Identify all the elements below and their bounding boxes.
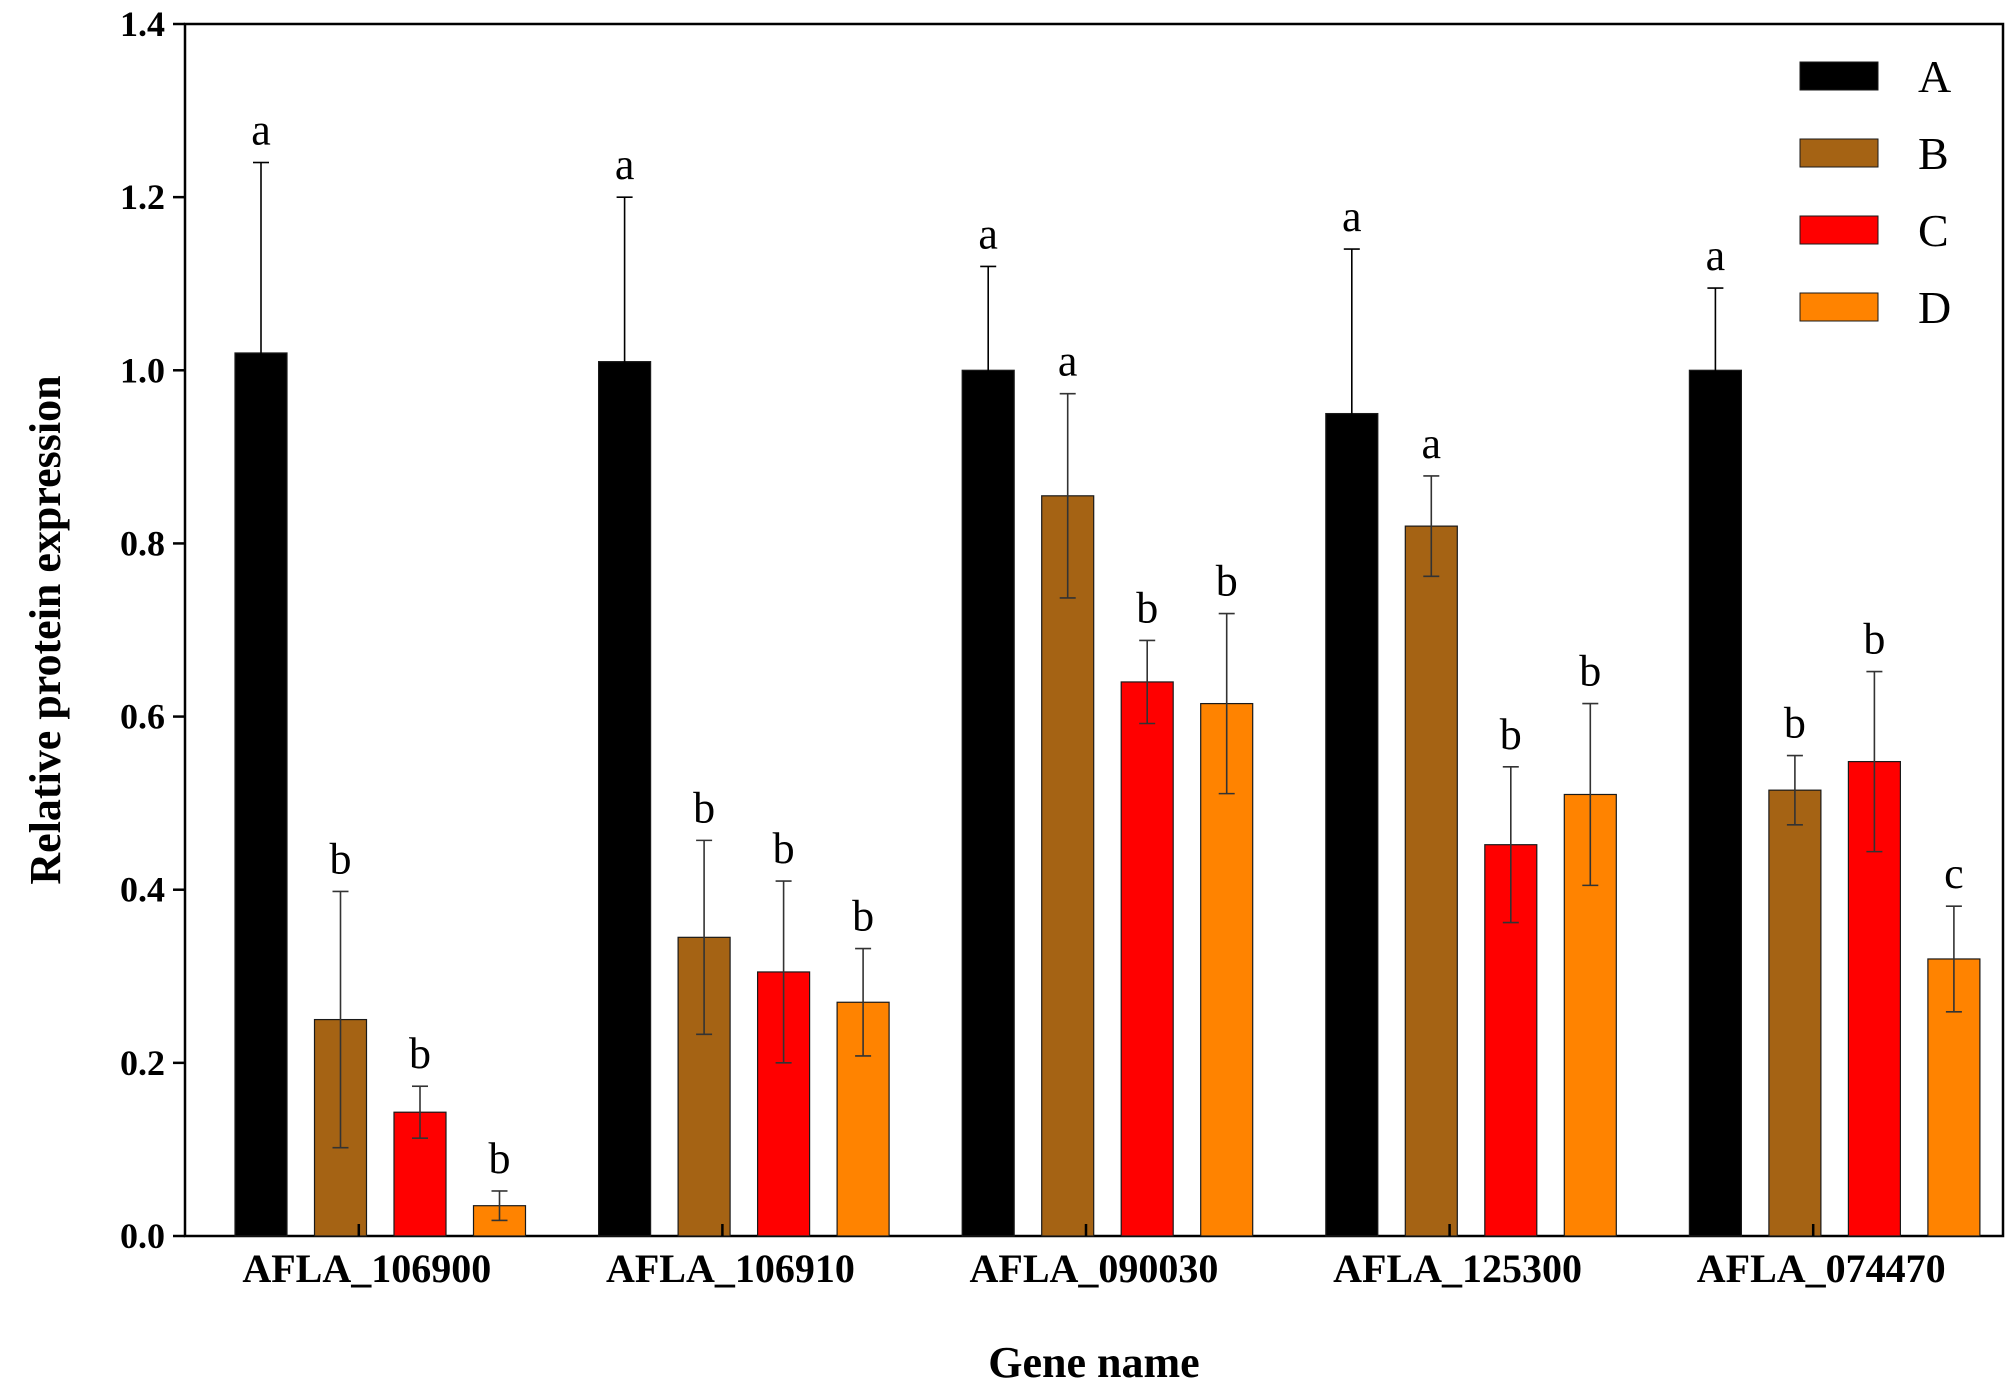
bar-a-afla-090030 — [961, 369, 1015, 1237]
significance-letter: b — [693, 783, 715, 832]
significance-letter: b — [1863, 615, 1885, 664]
x-category-label: AFLA_125300 — [1333, 1246, 1582, 1291]
x-category-label: AFLA_074470 — [1697, 1246, 1946, 1291]
significance-letter: c — [1944, 849, 1964, 898]
y-tick-label: 0.2 — [120, 1043, 165, 1083]
bar-c-afla-090030 — [1120, 681, 1174, 1237]
significance-letter: b — [1784, 699, 1806, 748]
bar-a-afla-106910 — [597, 361, 652, 1237]
significance-letter: b — [852, 892, 874, 941]
legend-label-b: B — [1918, 128, 1949, 179]
significance-letter: a — [978, 209, 998, 258]
significance-letters-layer: a b b b a b b b a a b b a a b b a b b c — [251, 106, 1963, 1183]
significance-letter: b — [489, 1134, 511, 1183]
x-category-label: AFLA_106910 — [606, 1246, 855, 1291]
legend-swatch-b — [1799, 138, 1879, 168]
significance-letter: a — [1422, 419, 1442, 468]
legend-label-c: C — [1918, 205, 1949, 256]
y-axis-title: Relative protein expression — [21, 375, 70, 884]
y-tick-label: 1.4 — [120, 4, 165, 44]
legend-swatch-c — [1799, 215, 1879, 245]
significance-letter: a — [1342, 192, 1362, 241]
legend-label-a: A — [1918, 51, 1951, 102]
y-tick-label: 0.0 — [120, 1216, 165, 1256]
y-tick-label: 0.8 — [120, 523, 165, 563]
significance-letter: b — [1136, 583, 1158, 632]
significance-letter: b — [1216, 557, 1238, 606]
significance-letter: a — [1706, 231, 1726, 280]
bar-b-afla-125300 — [1404, 525, 1458, 1237]
significance-letter: b — [1579, 647, 1601, 696]
legend-swatch-a — [1799, 61, 1879, 91]
significance-letter: a — [1058, 337, 1078, 386]
y-tick-label: 1.0 — [120, 350, 165, 390]
bar-b-afla-074470 — [1768, 789, 1822, 1237]
x-category-label: AFLA_090030 — [970, 1246, 1219, 1291]
significance-letter: b — [773, 824, 795, 873]
significance-letter: b — [1500, 710, 1522, 759]
error-bars-layer — [253, 161, 1962, 1222]
bar-b-afla-090030 — [1041, 495, 1095, 1237]
y-axis: 0.0 0.2 0.4 0.6 0.8 1.0 1.2 1.4 — [120, 4, 185, 1256]
bars-layer — [234, 352, 1981, 1237]
significance-letter: b — [409, 1029, 431, 1078]
y-tick-label: 0.4 — [120, 870, 165, 910]
bar-a-afla-074470 — [1688, 369, 1743, 1237]
significance-letter: a — [251, 106, 271, 155]
significance-letter: a — [615, 140, 635, 189]
y-tick-label: 0.6 — [120, 697, 165, 737]
y-tick-label: 1.2 — [120, 177, 165, 217]
significance-letter: b — [330, 834, 352, 883]
x-category-label: AFLA_106900 — [242, 1246, 491, 1291]
x-axis-title: Gene name — [988, 1338, 1199, 1387]
legend-label-d: D — [1918, 282, 1951, 333]
legend-swatch-d — [1799, 292, 1879, 322]
x-axis: AFLA_106900 AFLA_106910 AFLA_090030 AFLA_12… — [242, 1224, 1946, 1291]
